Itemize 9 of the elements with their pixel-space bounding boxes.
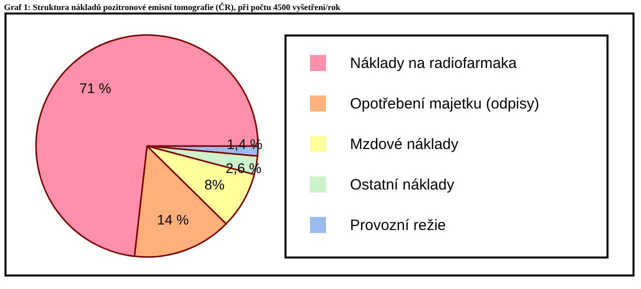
legend-label: Mzdové náklady bbox=[350, 136, 459, 153]
data-label: 14 % bbox=[156, 211, 189, 228]
chart-title: Graf 1: Struktura nákladů pozitronové emisní tomografie (ČR), při počtu 4500 vyšetření/rok bbox=[4, 2, 341, 12]
legend-label: Ostatní náklady bbox=[350, 176, 455, 194]
data-label: 71 % bbox=[79, 80, 112, 96]
legend-label: Provozní režie bbox=[350, 217, 446, 234]
data-label: 8% bbox=[204, 176, 225, 192]
legend-label: Náklady na radiofarmaka bbox=[350, 55, 518, 72]
legend-label: Opotřebení majetku (odpisy) bbox=[350, 96, 540, 112]
